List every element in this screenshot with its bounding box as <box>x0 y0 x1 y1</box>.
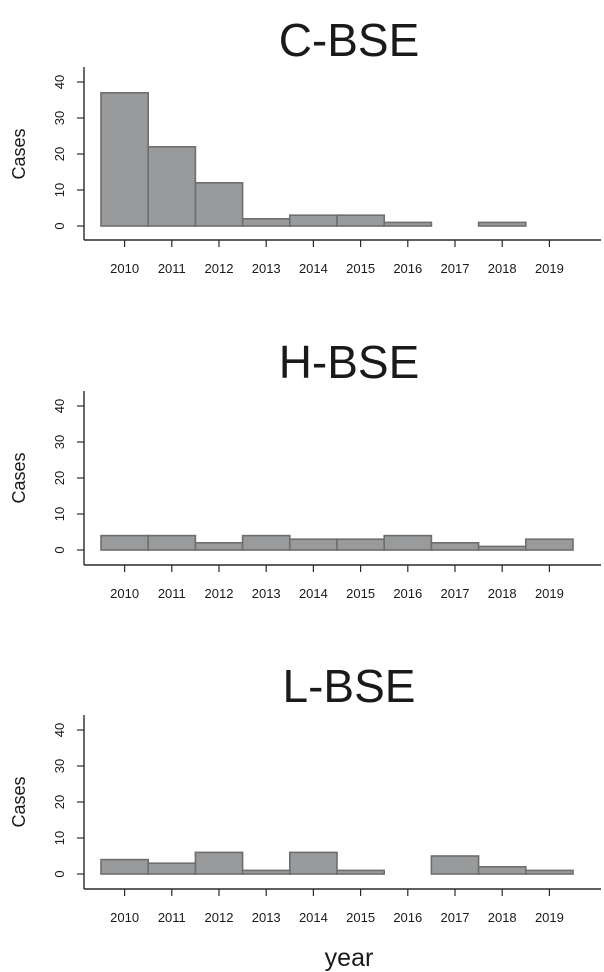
y-tick-label: 10 <box>52 507 67 521</box>
x-tick-label: 2015 <box>346 586 375 601</box>
y-tick-label: 30 <box>52 435 67 449</box>
x-tick-label: 2015 <box>346 910 375 925</box>
x-tick-label: 2017 <box>441 910 470 925</box>
y-tick-label: 0 <box>52 546 67 553</box>
bar-2019 <box>524 538 574 551</box>
x-tick-label: 2010 <box>110 261 139 276</box>
bar-2013 <box>241 534 291 551</box>
bar-2018 <box>477 865 527 875</box>
bar-2015 <box>336 538 386 551</box>
x-tick-label: 2016 <box>393 910 422 925</box>
x-tick-label: 2017 <box>441 261 470 276</box>
bar-2016 <box>383 534 433 551</box>
y-tick-label: 40 <box>52 75 67 89</box>
bar-2017 <box>430 855 480 875</box>
bar-2014 <box>288 214 338 227</box>
panel-h-bse: H-BSE 0 10 20 30 40 Cases 2010 2011 2012 2013 2014 2… <box>9 336 601 601</box>
x-tick-label: 2014 <box>299 910 328 925</box>
bar-2011 <box>147 862 197 875</box>
y-tick-label: 0 <box>52 222 67 229</box>
panel-title: C-BSE <box>279 14 420 66</box>
x-tick-label: 2012 <box>205 261 234 276</box>
y-tick-label: 30 <box>52 759 67 773</box>
x-tick-label: 2011 <box>158 261 186 276</box>
x-tick-label: 2014 <box>299 261 328 276</box>
x-tick-label: 2013 <box>252 261 281 276</box>
panel-title: H-BSE <box>279 336 420 388</box>
bar-2016 <box>383 221 433 227</box>
x-tick-label: 2016 <box>393 586 422 601</box>
panel-l-bse: L-BSE 0 10 20 30 40 Cases 2010 2011 2012 2013 2014 2… <box>9 660 601 925</box>
x-tick-label: 2017 <box>441 586 470 601</box>
bar-2014 <box>288 538 338 551</box>
panel-c-bse: C-BSE 0 10 20 30 40 Cases 2010 2011 2012 2013 2014 2… <box>9 14 601 276</box>
x-tick-label: 2013 <box>252 586 281 601</box>
bar-2015 <box>336 214 386 227</box>
x-tick-label: 2015 <box>346 261 375 276</box>
bar-2011 <box>147 534 197 551</box>
y-tick-label: 10 <box>52 183 67 197</box>
x-tick-label: 2014 <box>299 586 328 601</box>
x-tick-label: 2019 <box>535 910 564 925</box>
bar-2011 <box>147 146 197 227</box>
bar-2010 <box>100 534 150 551</box>
y-tick-label: 20 <box>52 471 67 485</box>
x-tick-label: 2010 <box>110 586 139 601</box>
bar-2010 <box>100 858 150 875</box>
y-tick-label: 10 <box>52 831 67 845</box>
y-tick-label: 20 <box>52 795 67 809</box>
y-tick-label: 20 <box>52 147 67 161</box>
bar-2010 <box>100 92 150 227</box>
y-axis-label: Cases <box>9 128 29 179</box>
bar-2012 <box>194 851 244 875</box>
x-tick-label: 2018 <box>488 261 517 276</box>
x-tick-label: 2010 <box>110 910 139 925</box>
bar-2018 <box>477 221 527 227</box>
y-axis-label: Cases <box>9 452 29 503</box>
x-tick-label: 2011 <box>158 910 186 925</box>
bar-2013 <box>241 218 291 227</box>
x-axis-title: year <box>325 944 374 972</box>
panel-title: L-BSE <box>283 660 416 712</box>
bar-2014 <box>288 851 338 875</box>
x-tick-label: 2018 <box>488 586 517 601</box>
x-tick-label: 2019 <box>535 261 564 276</box>
x-tick-label: 2013 <box>252 910 281 925</box>
y-tick-label: 0 <box>52 870 67 877</box>
x-tick-label: 2012 <box>205 910 234 925</box>
bar-2015 <box>336 869 386 875</box>
x-tick-label: 2018 <box>488 910 517 925</box>
bar-2013 <box>241 869 291 875</box>
x-tick-label: 2019 <box>535 586 564 601</box>
x-tick-label: 2011 <box>158 586 186 601</box>
y-tick-label: 30 <box>52 111 67 125</box>
bar-2019 <box>524 869 574 875</box>
bar-2017 <box>430 541 480 551</box>
x-tick-label: 2016 <box>393 261 422 276</box>
bar-2012 <box>194 541 244 551</box>
bar-2018 <box>477 545 527 551</box>
bar-2012 <box>194 182 244 227</box>
x-tick-label: 2012 <box>205 586 234 601</box>
y-axis-label: Cases <box>9 776 29 827</box>
y-tick-label: 40 <box>52 723 67 737</box>
y-tick-label: 40 <box>52 399 67 413</box>
